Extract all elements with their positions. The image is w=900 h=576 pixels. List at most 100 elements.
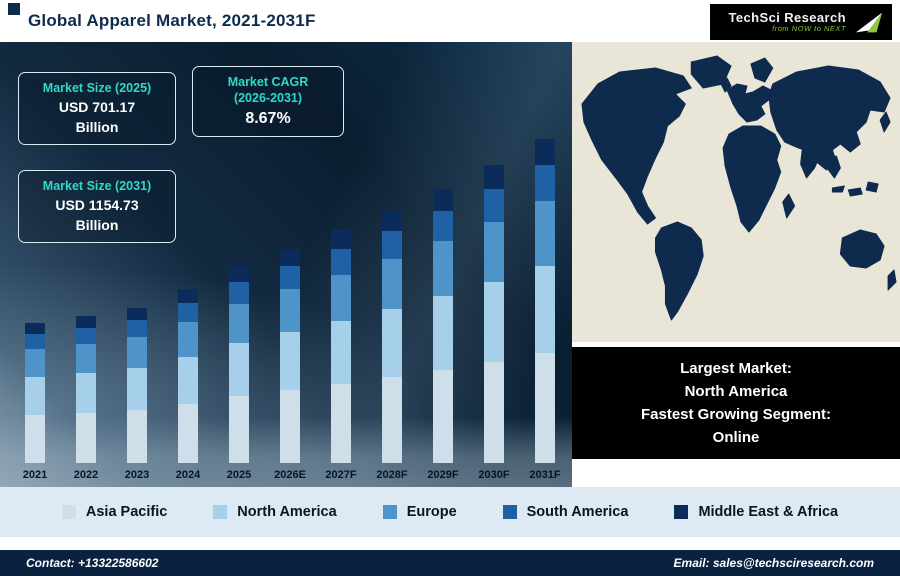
- bar-segment-asia-pacific: [433, 370, 453, 463]
- page-title: Global Apparel Market, 2021-2031F: [28, 11, 316, 30]
- bar-2027F: [331, 230, 351, 463]
- legend-label-north-america: North America: [237, 504, 337, 520]
- bar-segment-south-america: [127, 320, 147, 337]
- bar-column-2025: 2025: [218, 266, 260, 481]
- legend-swatch-middle-east-africa: [674, 505, 689, 519]
- bar-segment-europe: [535, 201, 555, 266]
- legend-label-middle-east-africa: Middle East & Africa: [698, 504, 839, 520]
- footer-contact: Contact: +13322586602: [26, 556, 159, 570]
- bar-segment-south-america: [433, 211, 453, 241]
- bar-segment-middle-east-africa: [25, 323, 45, 334]
- bar-segment-europe: [484, 222, 504, 282]
- logo-arrow-icon: [855, 12, 883, 33]
- bar-segment-middle-east-africa: [535, 139, 555, 165]
- stat-label: Market Size (2025): [42, 81, 152, 95]
- legend-item-middle-east-africa: Middle East & Africa: [674, 504, 838, 520]
- legend-item-north-america: North America: [213, 504, 337, 520]
- bar-segment-asia-pacific: [331, 384, 351, 463]
- bar-segment-north-america: [25, 377, 45, 415]
- bar-segment-north-america: [127, 368, 147, 410]
- stat-label: (2026-2031): [233, 91, 303, 105]
- bar-column-2023: 2023: [116, 308, 158, 481]
- bar-2031F: [535, 139, 555, 463]
- legend-label-south-america: South America: [526, 504, 629, 520]
- footer-email: Email: sales@techsciresearch.com: [673, 556, 874, 570]
- bar-segment-middle-east-africa: [382, 211, 402, 231]
- bar-segment-north-america: [229, 343, 249, 396]
- bar-segment-south-america: [331, 249, 351, 275]
- bar-column-2031F: 2031F: [524, 139, 566, 481]
- bar-segment-north-america: [382, 309, 402, 377]
- bar-segment-asia-pacific: [178, 404, 198, 463]
- bar-column-2027F: 2027F: [320, 230, 362, 481]
- stat-market-size-2025: Market Size (2025) USD 701.17 Billion: [18, 72, 176, 145]
- bar-segment-south-america: [484, 189, 504, 222]
- note-line-4: Online: [712, 429, 760, 446]
- note-line-1: Largest Market:: [680, 360, 792, 377]
- stat-label: Market CAGR: [227, 75, 309, 89]
- world-map: [572, 42, 900, 342]
- x-axis-label-2030F: 2030F: [478, 469, 510, 481]
- legend-item-south-america: South America: [502, 504, 629, 520]
- bar-2024: [178, 289, 198, 463]
- bar-segment-middle-east-africa: [484, 165, 504, 189]
- legend-swatch-europe: [382, 505, 397, 519]
- bar-segment-north-america: [178, 357, 198, 404]
- bar-column-2024: 2024: [167, 289, 209, 481]
- x-axis-label-2029F: 2029F: [427, 469, 459, 481]
- legend-swatch-south-america: [502, 505, 517, 519]
- bar-2028F: [382, 211, 402, 463]
- bar-segment-asia-pacific: [76, 413, 96, 463]
- bar-segment-south-america: [280, 266, 300, 289]
- legend: Asia Pacific North America Europe South Ame…: [0, 487, 900, 537]
- legend-label-europe: Europe: [406, 504, 457, 520]
- bar-segment-europe: [229, 304, 249, 343]
- bar-column-2029F: 2029F: [422, 189, 464, 481]
- stat-value: 8.67%: [245, 110, 291, 127]
- x-axis-label-2021: 2021: [22, 469, 48, 481]
- stat-value: USD 1154.73: [55, 197, 139, 213]
- logo-tagline: from NOW to NEXT: [772, 23, 846, 33]
- bar-segment-asia-pacific: [127, 410, 147, 463]
- bar-segment-asia-pacific: [280, 390, 300, 463]
- note-line-2: North America: [684, 383, 788, 400]
- bar-2029F: [433, 189, 453, 463]
- footer: Contact: +13322586602 Email: sales@techs…: [0, 550, 900, 576]
- bar-segment-middle-east-africa: [76, 316, 96, 328]
- bar-segment-north-america: [433, 296, 453, 370]
- bar-2030F: [484, 165, 504, 463]
- x-axis-label-2025: 2025: [226, 469, 252, 481]
- world-map-image: [572, 42, 900, 342]
- bar-segment-asia-pacific: [535, 353, 555, 463]
- bar-segment-south-america: [25, 334, 45, 349]
- x-axis-label-2023: 2023: [124, 469, 150, 481]
- bar-segment-middle-east-africa: [280, 249, 300, 266]
- bar-segment-south-america: [382, 231, 402, 259]
- bar-segment-south-america: [229, 282, 249, 304]
- bar-segment-europe: [178, 322, 198, 357]
- bar-2023: [127, 308, 147, 463]
- bar-segment-north-america: [484, 282, 504, 362]
- bar-segment-middle-east-africa: [229, 266, 249, 282]
- bar-column-2030F: 2030F: [473, 165, 515, 481]
- bar-segment-south-america: [76, 328, 96, 344]
- x-axis-label-2026E: 2026E: [274, 469, 306, 481]
- legend-item-europe: Europe: [382, 504, 457, 520]
- bar-segment-asia-pacific: [484, 362, 504, 463]
- x-axis-label-2024: 2024: [175, 469, 201, 481]
- bar-column-2022: 2022: [65, 316, 107, 481]
- stat-market-cagr: Market CAGR (2026-2031) 8.67%: [192, 66, 344, 137]
- bar-segment-asia-pacific: [229, 396, 249, 463]
- bar-segment-europe: [382, 259, 402, 309]
- chart-panel: Market Size (2025) USD 701.17 Billion Ma…: [0, 42, 572, 487]
- bar-segment-middle-east-africa: [127, 308, 147, 320]
- x-axis-label-2031F: 2031F: [529, 469, 561, 481]
- logo-name: TechSci Research: [728, 10, 846, 26]
- stat-unit: Billion: [75, 217, 119, 233]
- stat-label: Market Size (2031): [42, 179, 152, 193]
- bar-segment-north-america: [331, 321, 351, 384]
- note-box: Largest Market: North America Fastest Grow…: [572, 347, 900, 459]
- bar-segment-middle-east-africa: [178, 289, 198, 303]
- bar-segment-north-america: [76, 373, 96, 413]
